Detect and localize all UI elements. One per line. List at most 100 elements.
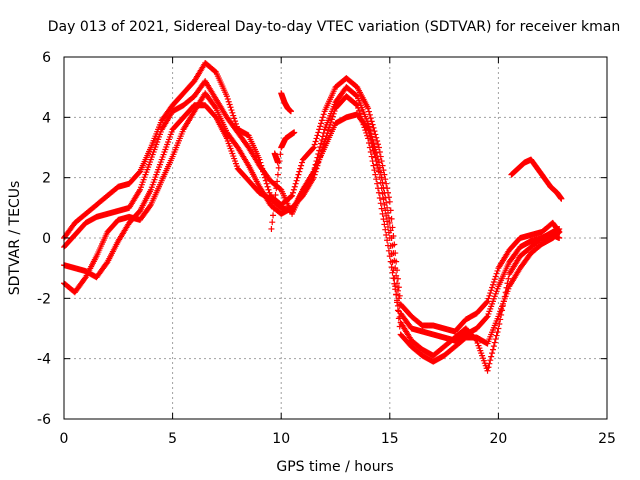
data-point (367, 115, 374, 122)
data-point (299, 159, 306, 166)
data-point (396, 313, 403, 320)
data-point (296, 168, 303, 175)
data-point (385, 247, 392, 254)
data-point (361, 124, 368, 131)
data-point (290, 186, 297, 193)
data-point (363, 129, 370, 136)
data-point (491, 276, 498, 283)
data-point (499, 302, 506, 309)
x-tick-label: 10 (272, 431, 290, 447)
data-point (315, 159, 322, 166)
data-point (368, 153, 375, 160)
data-point (502, 289, 509, 296)
data-point (496, 320, 503, 327)
data-point (389, 269, 396, 276)
data-point (378, 205, 385, 212)
data-point (291, 183, 298, 190)
data-point (375, 185, 382, 192)
data-point (489, 281, 496, 288)
data-point (318, 117, 325, 124)
data-point (371, 128, 378, 135)
data-point (81, 275, 88, 282)
data-point (293, 177, 300, 184)
data-point (370, 162, 377, 169)
data-point (224, 95, 231, 102)
series-trace-6 (268, 90, 298, 232)
data-point (318, 120, 325, 127)
data-point (365, 108, 372, 115)
data-point (498, 311, 505, 318)
data-point (494, 267, 501, 274)
data-point (375, 189, 382, 196)
data-point (311, 171, 318, 178)
data-point (273, 185, 280, 192)
data-point (387, 258, 394, 265)
data-point (365, 139, 372, 146)
data-point (316, 126, 323, 133)
data-point (314, 132, 321, 139)
data-point (327, 121, 334, 128)
data-point (374, 137, 381, 144)
data-point (354, 102, 361, 109)
data-point (384, 237, 391, 244)
data-point (388, 215, 395, 222)
data-point (379, 190, 386, 197)
data-point (484, 367, 491, 374)
data-point (379, 210, 386, 217)
data-point (358, 116, 365, 123)
data-point (483, 314, 490, 321)
data-point (488, 287, 495, 294)
data-point (500, 298, 507, 305)
data-point (488, 353, 495, 360)
data-point (270, 212, 277, 219)
data-point (386, 253, 393, 260)
chart-title: Day 013 of 2021, Sidereal Day-to-day VTE… (48, 19, 620, 35)
data-point (384, 242, 391, 249)
data-point (375, 144, 382, 151)
data-point (289, 189, 296, 196)
data-point (318, 147, 325, 154)
data-point (276, 158, 283, 165)
data-point (311, 141, 318, 148)
data-point (365, 135, 372, 142)
data-point (383, 212, 390, 219)
data-point (483, 299, 490, 306)
y-tick-label: 0 (42, 231, 51, 247)
data-point (373, 134, 380, 141)
data-point (556, 235, 563, 241)
data-point (319, 144, 326, 151)
data-point (365, 126, 372, 133)
data-point (376, 174, 383, 181)
series-trace-3 (61, 102, 563, 365)
data-point (369, 158, 376, 165)
series-trace-5 (508, 156, 565, 202)
data-point (326, 124, 333, 131)
data-point (489, 346, 496, 353)
data-point (309, 145, 316, 152)
data-point (499, 307, 506, 314)
data-point (487, 357, 494, 364)
y-tick-label: -2 (37, 291, 51, 307)
data-point (501, 293, 508, 300)
data-point (380, 216, 387, 223)
data-point (390, 275, 397, 282)
data-point (497, 316, 504, 323)
data-point (270, 205, 277, 212)
data-point (315, 129, 322, 136)
data-point (313, 165, 320, 172)
data-point (318, 140, 325, 147)
data-point (329, 113, 336, 120)
data-point (381, 171, 388, 178)
data-point (232, 118, 239, 125)
x-tick-label: 0 (60, 431, 69, 447)
data-point (381, 201, 388, 208)
data-point (357, 113, 364, 120)
data-point (298, 162, 305, 169)
data-point (325, 127, 332, 134)
data-point (489, 350, 496, 357)
data-point (505, 275, 512, 282)
data-point (382, 176, 389, 183)
data-point (274, 171, 281, 178)
data-point (287, 108, 294, 115)
